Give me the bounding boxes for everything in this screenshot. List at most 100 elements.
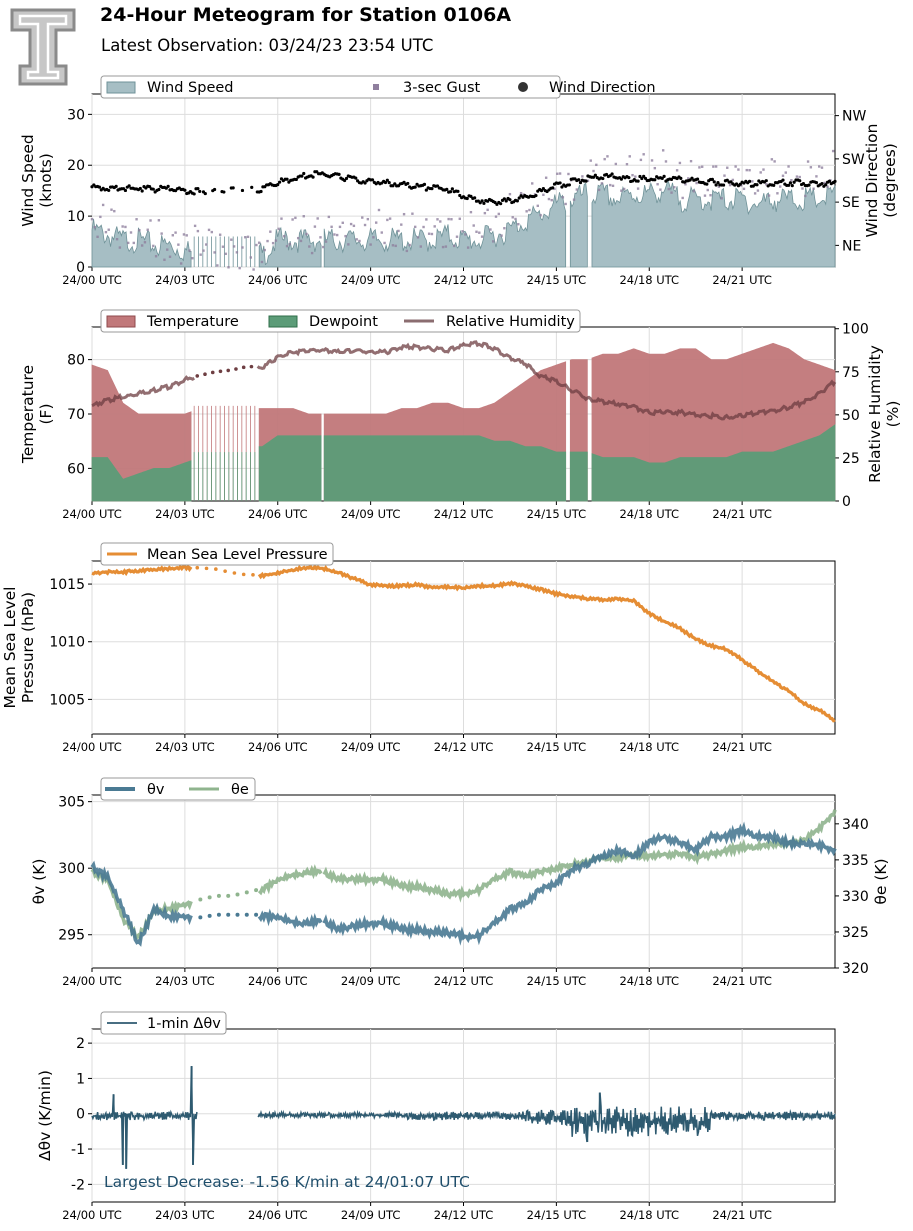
university-logo <box>8 6 78 88</box>
x-tick-label: 24/09 UTC <box>341 1208 401 1222</box>
x-tick-label: 24/09 UTC <box>341 740 401 754</box>
temperature-y-tick-label: 80 <box>67 353 85 369</box>
theta-v-legend-label: θv <box>147 782 165 798</box>
wind-direction-point <box>480 199 484 203</box>
wind-direction-point <box>458 193 462 198</box>
wind-speed-legend-label: Wind Speed <box>147 80 234 96</box>
gust-point <box>182 233 186 236</box>
x-tick-label: 24/21 UTC <box>712 740 772 754</box>
gust-point <box>508 192 512 196</box>
temperature-y2-tick-label: 50 <box>842 408 860 424</box>
gust-point <box>391 244 395 247</box>
gust-point <box>380 231 383 234</box>
gust-point <box>572 198 576 201</box>
gust-point <box>603 157 606 161</box>
wind-direction-point <box>114 184 118 188</box>
gust-point <box>692 190 696 193</box>
wind-direction-point <box>402 180 406 184</box>
theta-v-point <box>235 912 240 917</box>
gust-point <box>260 260 264 264</box>
gust-point <box>121 225 124 228</box>
gust-point <box>489 228 492 231</box>
wind-speed-area <box>91 218 192 268</box>
temperature-y2-tick-label: 0 <box>842 494 851 510</box>
gust-point <box>737 168 740 171</box>
gust-point <box>196 229 200 233</box>
gust-point <box>809 166 813 169</box>
gust-point <box>422 225 425 229</box>
legend-box <box>100 542 334 566</box>
wind-direction-point <box>203 191 207 196</box>
gust-point <box>698 166 701 169</box>
gust-point <box>511 216 514 219</box>
gust-point <box>767 194 771 197</box>
wind-direction-point <box>560 185 564 189</box>
wind-y-tick-label: 20 <box>67 158 85 174</box>
wind-direction-point <box>343 178 347 183</box>
wind-direction-point <box>558 181 562 185</box>
gust-point <box>235 251 239 254</box>
gust-point <box>224 252 227 256</box>
wind-direction-point <box>294 177 298 182</box>
wind-direction-point <box>344 176 349 181</box>
gust-point <box>288 242 292 246</box>
pressure-panel: 24/00 UTC 24/03 UTC 24/06 UTC 24/09 UTC 24/1… <box>1 542 836 754</box>
gust-point <box>790 179 793 182</box>
gust-point <box>305 232 308 236</box>
pressure-axis-label-line: Pressure (hPa) <box>19 592 37 703</box>
dewpoint-area <box>323 435 567 502</box>
gust-point <box>500 234 503 237</box>
dtheta-y-tick-label: 1 <box>76 1071 85 1087</box>
gust-point <box>575 188 579 191</box>
x-tick-label: 24/15 UTC <box>527 507 587 521</box>
wind-direction-point <box>601 176 605 181</box>
wind-direction-point <box>448 190 453 194</box>
relative-humidity-point <box>234 367 238 371</box>
wind-direction-point <box>610 172 614 176</box>
theta-v-point <box>216 912 221 917</box>
gust-point <box>400 223 403 226</box>
gust-point <box>458 217 461 220</box>
gust-point <box>519 191 523 195</box>
gust-point <box>447 217 450 221</box>
gust-point <box>547 197 551 201</box>
gust-point <box>274 239 278 242</box>
gust-point <box>388 217 392 220</box>
wind-direction-point <box>465 196 469 201</box>
theta-e-legend-label: θe <box>231 782 249 798</box>
wind-direction-point <box>714 183 718 187</box>
x-tick-label: 24/15 UTC <box>527 740 587 754</box>
gust-point <box>160 232 163 235</box>
gust-point <box>812 187 815 190</box>
dtheta-y-tick-label: 0 <box>76 1107 85 1123</box>
x-tick-label: 24/12 UTC <box>434 740 494 754</box>
relative-humidity-point <box>195 374 200 378</box>
temperature-y2-tick-label: 75 <box>842 365 860 381</box>
legend-box <box>100 777 256 801</box>
gust-point <box>299 239 303 243</box>
gust-point <box>464 233 467 236</box>
wind-direction-point <box>517 196 521 200</box>
wind-speed-area <box>569 182 588 268</box>
temperature-y2-tick-label: 100 <box>842 322 869 338</box>
gust-point <box>751 180 754 183</box>
wind-direction-point <box>710 177 715 181</box>
theta-e-point <box>254 888 259 893</box>
wind-direction-point <box>302 171 306 176</box>
gust-point <box>664 160 668 163</box>
gust-point <box>748 169 751 172</box>
gust-point <box>143 241 147 244</box>
gust-point <box>818 165 821 168</box>
gust-point <box>310 251 314 255</box>
pressure-y-tick-label: 1015 <box>49 577 85 593</box>
wind-panel: 24/00 UTC 24/03 UTC 24/06 UTC 24/09 UTC 24/1… <box>19 75 899 287</box>
wind-direction-point <box>788 181 793 185</box>
dewpoint-area <box>258 435 322 502</box>
x-tick-label: 24/18 UTC <box>619 974 679 988</box>
gust-point <box>316 217 319 220</box>
gust-point <box>759 171 762 174</box>
gust-point <box>168 255 172 258</box>
temperature-axis-label-line: (F) <box>37 403 55 424</box>
theta-panel: 24/00 UTC 24/03 UTC 24/06 UTC 24/09 UTC 24/1… <box>30 777 890 988</box>
wind-direction-point <box>541 187 545 191</box>
